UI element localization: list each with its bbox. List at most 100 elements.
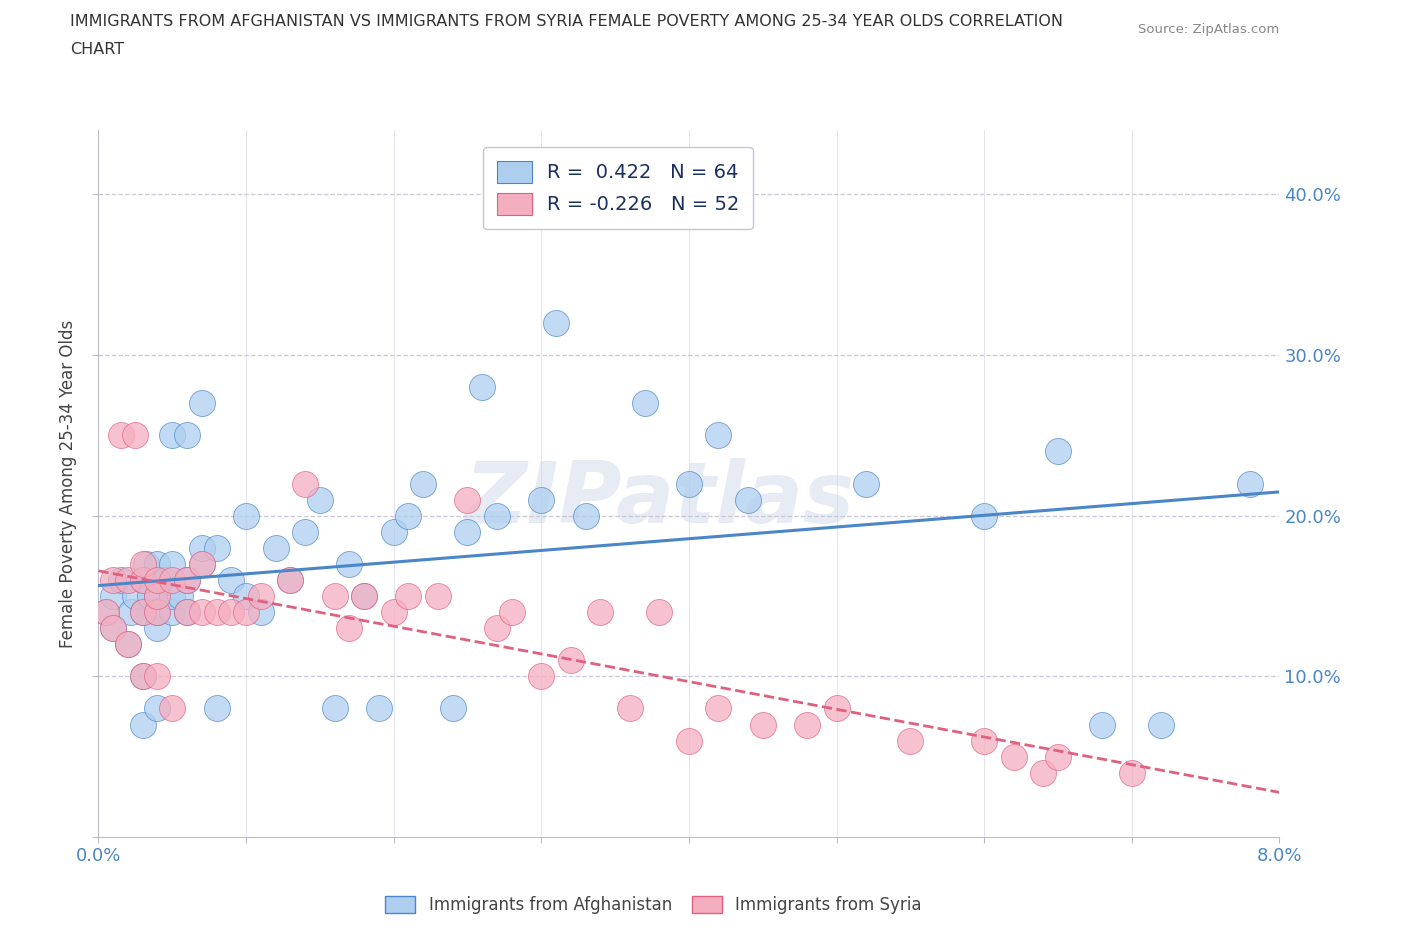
Point (146, 604, 169, 619)
Point (162, 428, 183, 443)
Point (308, 492, 332, 507)
Point (94, 604, 117, 619)
Point (117, 573, 139, 588)
Point (110, 428, 132, 443)
Legend: Immigrants from Afghanistan, Immigrants from Syria: Immigrants from Afghanistan, Immigrants … (378, 889, 928, 921)
Point (278, 573, 302, 588)
Point (235, 509, 257, 524)
Text: CHART: CHART (70, 42, 124, 57)
Point (353, 589, 375, 604)
Point (485, 509, 508, 524)
Point (382, 525, 405, 539)
Point (294, 476, 316, 491)
Point (278, 573, 302, 588)
Point (124, 428, 146, 443)
Point (382, 604, 405, 619)
Point (337, 556, 360, 571)
Point (294, 525, 316, 539)
Point (1239, 476, 1261, 491)
Point (162, 589, 183, 604)
Point (855, 476, 877, 491)
Point (117, 637, 139, 652)
Point (191, 556, 214, 571)
Point (707, 428, 730, 443)
Point (132, 573, 155, 588)
Point (103, 573, 125, 588)
Point (132, 669, 155, 684)
Point (162, 604, 183, 619)
Text: IMMIGRANTS FROM AFGHANISTAN VS IMMIGRANTS FROM SYRIA FEMALE POVERTY AMONG 25-34 : IMMIGRANTS FROM AFGHANISTAN VS IMMIGRANT… (70, 14, 1063, 29)
Point (900, 733, 922, 748)
Point (146, 620, 169, 635)
Point (205, 540, 228, 555)
Point (176, 573, 198, 588)
Point (396, 509, 419, 524)
Point (441, 701, 464, 716)
Point (219, 604, 242, 619)
Point (501, 604, 523, 619)
Point (146, 556, 169, 571)
Point (205, 701, 228, 716)
Point (250, 604, 273, 619)
Point (176, 604, 198, 619)
Point (633, 396, 655, 411)
Point (103, 620, 125, 635)
Point (132, 717, 155, 732)
Point (619, 701, 641, 716)
Point (367, 701, 389, 716)
Point (456, 492, 478, 507)
Point (146, 669, 169, 684)
Point (103, 589, 125, 604)
Point (205, 604, 228, 619)
Point (678, 476, 700, 491)
Point (146, 604, 169, 619)
Point (471, 379, 494, 394)
Point (323, 701, 346, 716)
Point (530, 492, 553, 507)
Point (574, 509, 596, 524)
Point (176, 573, 198, 588)
Point (162, 556, 183, 571)
Point (146, 573, 169, 588)
Point (146, 589, 169, 604)
Point (648, 604, 671, 619)
Point (235, 589, 257, 604)
Point (589, 604, 612, 619)
Point (120, 604, 142, 619)
Point (1046, 750, 1069, 764)
Point (132, 604, 155, 619)
Point (191, 604, 214, 619)
Point (973, 733, 995, 748)
Point (103, 620, 125, 635)
Point (353, 589, 375, 604)
Point (1046, 444, 1069, 458)
Point (737, 492, 759, 507)
Point (117, 637, 139, 652)
Point (132, 556, 155, 571)
Point (191, 556, 214, 571)
Point (235, 604, 257, 619)
Point (162, 573, 183, 588)
Point (191, 540, 214, 555)
Point (323, 589, 346, 604)
Point (146, 701, 169, 716)
Point (176, 604, 198, 619)
Point (825, 701, 848, 716)
Point (132, 604, 155, 619)
Point (162, 701, 183, 716)
Point (337, 620, 360, 635)
Point (560, 653, 582, 668)
Point (1002, 750, 1025, 764)
Point (530, 669, 553, 684)
Point (796, 717, 818, 732)
Point (132, 669, 155, 684)
Text: ZIPatlas: ZIPatlas (464, 458, 855, 541)
Point (751, 717, 773, 732)
Point (135, 556, 157, 571)
Point (153, 573, 176, 588)
Point (169, 589, 191, 604)
Point (678, 733, 700, 748)
Point (707, 701, 730, 716)
Point (456, 525, 478, 539)
Point (1091, 717, 1114, 732)
